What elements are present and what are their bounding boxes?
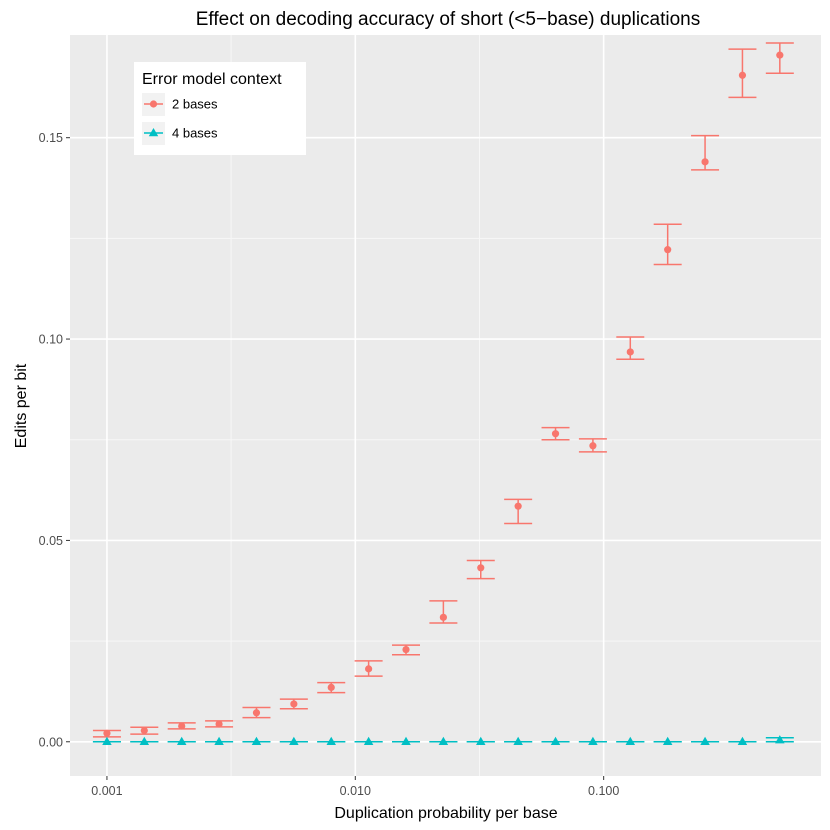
data-point — [776, 51, 784, 59]
data-point — [401, 736, 411, 746]
data-point — [402, 645, 410, 654]
x-tick-label: 0.100 — [588, 784, 619, 798]
y-axis: 0.00 0.05 0.10 0.15 — [39, 131, 70, 749]
data-point — [251, 736, 262, 746]
data-point — [363, 736, 374, 746]
data-point — [139, 736, 150, 746]
data-point — [588, 736, 598, 746]
grid-minor — [70, 35, 821, 776]
plot-panel — [70, 35, 821, 776]
chart-title: Effect on decoding accuracy of short (<5… — [196, 9, 701, 30]
legend-item: 2 bases — [142, 93, 218, 116]
data-point — [176, 736, 187, 746]
x-tick-label: 0.010 — [340, 784, 371, 798]
data-point — [550, 736, 561, 746]
data-point — [626, 348, 634, 356]
y-tick-label: 0.00 — [39, 735, 63, 749]
data-point — [737, 736, 748, 746]
legend-item: 4 bases — [142, 122, 218, 145]
series-1 — [92, 735, 794, 746]
data-point — [140, 726, 148, 735]
data-point — [701, 158, 709, 166]
y-tick-label: 0.15 — [39, 131, 63, 145]
data-point — [289, 736, 299, 746]
data-point — [439, 613, 447, 621]
y-tick-label: 0.10 — [39, 333, 63, 347]
legend-key-marker — [148, 128, 159, 137]
y-axis-title: Edits per bit — [13, 363, 30, 448]
legend-title: Error model context — [142, 71, 282, 88]
data-point — [438, 736, 449, 746]
data-point — [327, 683, 335, 692]
legend: Error model context 2 bases 4 bases — [134, 62, 306, 155]
data-point — [252, 709, 261, 717]
data-point — [477, 564, 485, 572]
data-point — [326, 736, 336, 746]
legend-key-marker — [149, 100, 158, 108]
series-0 — [92, 42, 794, 738]
data-point — [589, 442, 597, 450]
data-point — [514, 502, 522, 510]
data-point — [513, 736, 523, 746]
data-point — [775, 735, 785, 744]
series-layer — [92, 42, 794, 746]
data-point — [625, 736, 636, 746]
data-point — [290, 700, 298, 708]
data-point — [700, 736, 710, 746]
x-axis-title: Duplication probability per base — [334, 805, 557, 822]
data-point — [215, 720, 223, 728]
data-point — [662, 736, 673, 746]
data-point — [664, 246, 672, 254]
data-point — [365, 665, 373, 673]
x-tick-label: 0.001 — [91, 784, 122, 798]
x-axis: 0.001 0.010 0.100 — [91, 776, 619, 798]
data-point — [738, 71, 747, 79]
legend-label: 2 bases — [172, 97, 218, 112]
data-point — [476, 736, 486, 746]
data-point — [102, 736, 112, 746]
data-point — [551, 430, 560, 438]
data-point — [214, 736, 224, 746]
data-point — [103, 729, 111, 737]
data-point — [178, 722, 186, 730]
legend-label: 4 bases — [172, 126, 218, 141]
y-tick-label: 0.05 — [39, 534, 63, 548]
